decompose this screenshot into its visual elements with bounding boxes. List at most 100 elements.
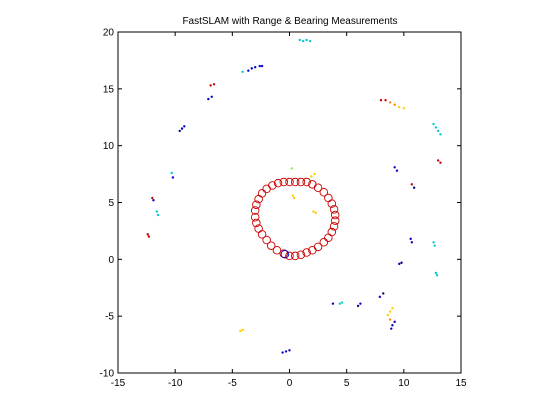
pose-marker bbox=[296, 177, 306, 187]
pose-marker bbox=[254, 194, 263, 204]
landmark-point bbox=[391, 307, 394, 310]
y-tick-label: 20 bbox=[103, 28, 115, 39]
x-tick-label: -10 bbox=[168, 378, 183, 389]
landmark-point bbox=[340, 301, 344, 304]
pose-marker bbox=[262, 184, 271, 194]
landmark-point bbox=[410, 183, 414, 186]
landmark-point bbox=[146, 233, 149, 236]
landmark-point bbox=[152, 199, 155, 202]
x-tick-label: 10 bbox=[398, 378, 410, 389]
landmark-point bbox=[402, 106, 406, 110]
landmark-point bbox=[313, 172, 316, 176]
landmark-point bbox=[254, 66, 257, 69]
pose-marker bbox=[285, 177, 294, 187]
landmark-point bbox=[400, 261, 403, 264]
landmark-point bbox=[288, 349, 291, 352]
landmark-point bbox=[410, 241, 414, 244]
y-tick-label: 15 bbox=[103, 84, 115, 95]
landmark-point bbox=[338, 302, 342, 305]
pose-marker bbox=[319, 188, 329, 197]
landmark-point bbox=[384, 98, 387, 102]
landmark-point bbox=[156, 213, 160, 217]
landmark-point bbox=[281, 351, 284, 354]
landmark-point bbox=[239, 329, 242, 333]
landmark-point bbox=[391, 324, 394, 327]
landmark-point bbox=[212, 83, 216, 86]
landmark-point bbox=[308, 39, 312, 43]
pose-marker bbox=[272, 245, 282, 255]
landmark-point bbox=[250, 67, 253, 70]
landmark-point bbox=[433, 244, 436, 247]
landmark-point bbox=[292, 196, 296, 200]
landmark-point bbox=[436, 129, 440, 133]
pose-marker bbox=[302, 248, 311, 257]
y-tick-label: 5 bbox=[108, 198, 114, 209]
landmark-point bbox=[434, 126, 438, 129]
landmark-point bbox=[284, 350, 288, 353]
pose-marker bbox=[280, 249, 290, 259]
landmark-point bbox=[356, 304, 360, 308]
landmark-point bbox=[388, 310, 392, 313]
landmark-point bbox=[170, 171, 173, 175]
landmark-point bbox=[412, 186, 416, 189]
pose-marker bbox=[273, 178, 283, 188]
landmark-point bbox=[359, 302, 362, 305]
pose-marker bbox=[330, 216, 340, 225]
landmark-point bbox=[436, 159, 440, 162]
landmark-point bbox=[390, 327, 393, 330]
landmark-point bbox=[398, 105, 401, 109]
pose-marker bbox=[302, 177, 311, 187]
landmark-point bbox=[241, 328, 244, 332]
landmark-point bbox=[386, 313, 390, 317]
landmark-point bbox=[439, 161, 442, 164]
landmark-point bbox=[209, 84, 212, 87]
landmark-point bbox=[151, 196, 154, 200]
landmark-point bbox=[435, 274, 439, 277]
pose-marker bbox=[290, 251, 300, 261]
landmark-point bbox=[395, 169, 399, 172]
y-tick-label: -10 bbox=[100, 369, 115, 380]
landmark-point bbox=[155, 210, 159, 213]
landmark-point bbox=[382, 292, 385, 295]
x-tick-label: 0 bbox=[287, 378, 293, 389]
landmark-point bbox=[178, 129, 181, 133]
landmark-point bbox=[305, 38, 308, 42]
plot-area bbox=[117, 31, 462, 374]
y-axis: -10 -5 0 5 10 15 20 bbox=[100, 28, 461, 380]
pose-marker bbox=[250, 213, 260, 222]
y-tick-label: 0 bbox=[108, 255, 114, 266]
landmark-point bbox=[147, 235, 151, 238]
landmark-point bbox=[393, 103, 396, 106]
pose-marker bbox=[319, 238, 329, 247]
pose-marker bbox=[250, 206, 260, 215]
landmark-point bbox=[432, 241, 435, 244]
pose-marker bbox=[262, 235, 271, 245]
landmark-point bbox=[207, 97, 210, 101]
pose-marker bbox=[330, 210, 340, 220]
landmark-point bbox=[398, 262, 401, 266]
landmark-point bbox=[180, 127, 184, 130]
y-tick-label: -5 bbox=[105, 312, 114, 323]
robot-path bbox=[250, 177, 340, 261]
pose-marker bbox=[279, 177, 289, 187]
landmark-point bbox=[291, 194, 295, 197]
landmark-point bbox=[388, 318, 392, 321]
pose-marker bbox=[257, 230, 267, 239]
landmark-point bbox=[298, 38, 301, 42]
landmark-point bbox=[171, 176, 175, 179]
pose-marker bbox=[324, 193, 333, 203]
pose-marker bbox=[329, 222, 339, 231]
pose-marker bbox=[252, 218, 261, 228]
pose-marker bbox=[252, 200, 261, 210]
landmark-point bbox=[247, 69, 250, 72]
landmark-point bbox=[290, 167, 293, 170]
x-tick-label: 5 bbox=[344, 378, 350, 389]
pose-marker bbox=[327, 227, 337, 237]
landmark-point bbox=[393, 166, 396, 169]
landmark-point bbox=[432, 122, 435, 126]
x-tick-label: 15 bbox=[455, 378, 467, 389]
pose-marker bbox=[285, 251, 294, 261]
landmark-point bbox=[331, 302, 335, 305]
x-tick-label: -5 bbox=[228, 378, 237, 389]
